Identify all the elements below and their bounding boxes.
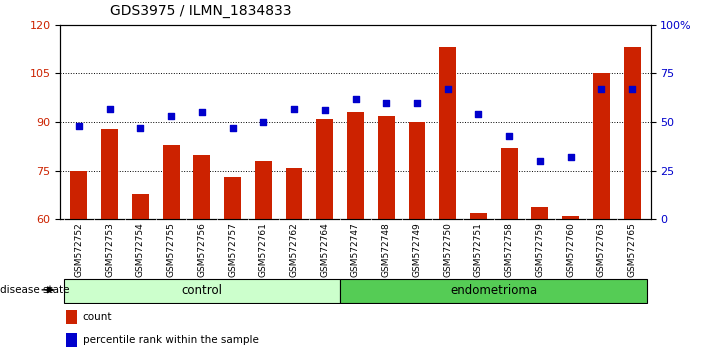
Text: percentile rank within the sample: percentile rank within the sample	[83, 335, 259, 345]
Point	[196, 110, 208, 115]
Text: GSM572757: GSM572757	[228, 222, 237, 277]
Point	[411, 100, 422, 105]
Point	[565, 154, 577, 160]
Text: GSM572759: GSM572759	[535, 222, 545, 277]
Text: GSM572751: GSM572751	[474, 222, 483, 277]
Bar	[70, 171, 87, 219]
Bar	[470, 213, 487, 219]
Point	[166, 113, 177, 119]
Text: GSM572758: GSM572758	[505, 222, 513, 277]
Bar	[63, 279, 340, 303]
Text: GSM572754: GSM572754	[136, 222, 145, 277]
Bar	[347, 113, 364, 219]
Point	[503, 133, 515, 139]
Bar	[562, 216, 579, 219]
Bar	[593, 73, 610, 219]
Point	[257, 119, 269, 125]
Point	[319, 108, 331, 113]
Text: GSM572747: GSM572747	[351, 222, 360, 277]
Point	[104, 105, 115, 111]
Text: GSM572753: GSM572753	[105, 222, 114, 277]
Bar	[132, 194, 149, 219]
Bar	[316, 119, 333, 219]
Text: GSM572752: GSM572752	[75, 222, 83, 277]
Text: GSM572764: GSM572764	[320, 222, 329, 277]
Bar	[101, 129, 118, 219]
Text: GSM572765: GSM572765	[628, 222, 636, 277]
Bar	[501, 148, 518, 219]
Bar	[439, 47, 456, 219]
Point	[227, 125, 238, 131]
Point	[73, 123, 85, 129]
Bar	[409, 122, 425, 219]
Point	[350, 96, 361, 102]
Text: disease state: disease state	[0, 285, 70, 295]
Point	[442, 86, 454, 92]
Text: GDS3975 / ILMN_1834833: GDS3975 / ILMN_1834833	[110, 4, 292, 18]
Bar	[624, 47, 641, 219]
Text: control: control	[181, 284, 223, 297]
Point	[596, 86, 607, 92]
Point	[134, 125, 146, 131]
Text: endometrioma: endometrioma	[450, 284, 538, 297]
Bar	[224, 177, 241, 219]
Text: GSM572760: GSM572760	[566, 222, 575, 277]
Bar	[286, 167, 302, 219]
Bar	[378, 116, 395, 219]
Text: GSM572749: GSM572749	[412, 222, 422, 277]
Point	[534, 158, 545, 164]
Point	[473, 112, 484, 117]
Text: GSM572763: GSM572763	[597, 222, 606, 277]
Bar	[531, 206, 548, 219]
Bar	[340, 279, 648, 303]
Bar	[66, 333, 77, 347]
Text: GSM572748: GSM572748	[382, 222, 391, 277]
Bar	[255, 161, 272, 219]
Text: GSM572756: GSM572756	[198, 222, 206, 277]
Point	[380, 100, 392, 105]
Text: GSM572750: GSM572750	[443, 222, 452, 277]
Bar	[66, 310, 77, 324]
Bar	[163, 145, 180, 219]
Point	[289, 105, 300, 111]
Text: GSM572761: GSM572761	[259, 222, 268, 277]
Text: GSM572762: GSM572762	[289, 222, 299, 277]
Point	[626, 86, 638, 92]
Text: GSM572755: GSM572755	[166, 222, 176, 277]
Bar	[193, 155, 210, 219]
Text: count: count	[83, 312, 112, 322]
